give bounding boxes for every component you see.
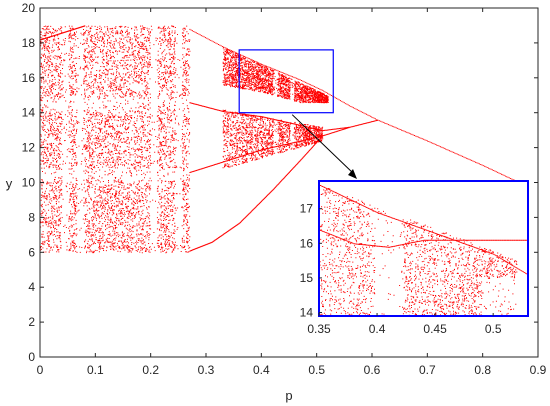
y-tick-label: 18 [22,36,36,50]
x-tick-label: 0.9 [530,363,547,377]
inset-chart: 0.35 0.4 0.45 0.5 14 15 16 17 [300,180,529,336]
y-tick-label: 2 [28,315,35,329]
x-tick-label: 0.6 [364,363,381,377]
inset-frame [318,180,529,317]
inset-x-tick-label: 0.45 [423,322,447,336]
main-x-axis: 0 0.1 0.2 0.3 0.4 0.5 0.6 0.7 0.8 0.9 [37,8,547,377]
inset-y-tick-label: 17 [300,202,314,216]
zoom-arrow-line [291,114,355,175]
x-tick-label: 0.8 [474,363,491,377]
y-tick-label: 4 [28,280,35,294]
x-tick-label: 0.2 [142,363,159,377]
y-tick-label: 20 [22,1,36,15]
y-tick-label: 14 [22,106,36,120]
y-axis-label: y [6,176,13,191]
x-tick-label: 0 [37,363,44,377]
y-tick-label: 16 [22,71,36,85]
zoom-indicator [238,49,357,179]
inset-x-tick-label: 0.35 [307,322,331,336]
inset-background [319,181,528,316]
x-tick-label: 0.3 [198,363,215,377]
y-tick-label: 8 [28,210,35,224]
x-tick-label: 0.4 [253,363,270,377]
main-y-axis: 0 2 4 6 8 10 12 14 16 18 20 [22,1,538,364]
y-tick-label: 0 [28,350,35,364]
y-tick-label: 6 [28,245,35,259]
x-tick-label: 0.7 [419,363,436,377]
inset-x-tick-label: 0.4 [369,322,386,336]
x-tick-label: 0.5 [308,363,325,377]
inset-x-tick-label: 0.5 [485,322,502,336]
zoom-arrow-head [348,169,357,179]
main-scatter-points [40,25,528,254]
x-tick-label: 0.1 [87,363,104,377]
inset-y-tick-label: 15 [300,271,314,285]
inset-y-tick-label: 16 [300,236,314,250]
y-tick-label: 10 [22,176,36,190]
y-tick-label: 12 [22,141,36,155]
inset-y-tick-label: 14 [300,306,314,320]
scatter-points [40,25,528,254]
zoom-box [238,49,334,114]
x-axis-label: p [285,388,292,403]
